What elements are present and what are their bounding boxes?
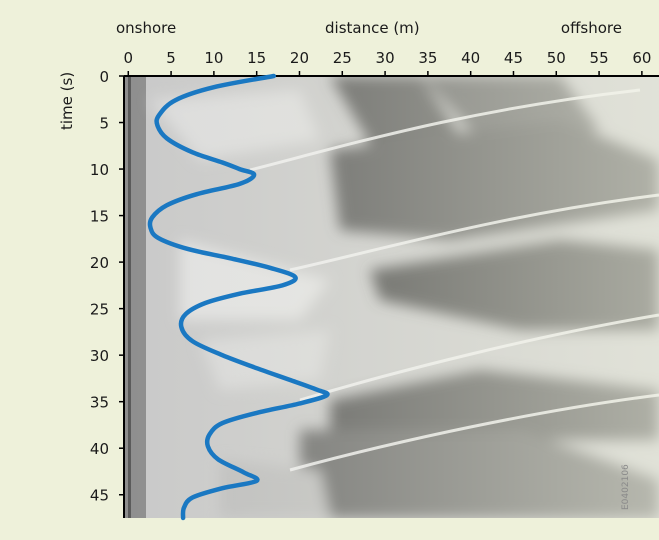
y-tick-label: 40 (90, 440, 109, 458)
y-tick-label: 45 (90, 487, 109, 505)
x-tick-label: 60 (632, 49, 651, 67)
x-tick-label: 50 (547, 49, 566, 67)
x-tick-label: 25 (333, 49, 352, 67)
x-tick-label: 0 (124, 49, 134, 67)
y-tick-label: 5 (99, 115, 109, 133)
x-tick-label: 10 (204, 49, 223, 67)
watermark-code: E0402106 (621, 464, 631, 510)
y-tick-label: 35 (90, 394, 109, 412)
y-tick-label: 25 (90, 301, 109, 319)
offshore-label: offshore (561, 19, 622, 37)
y-tick-label: 20 (90, 254, 109, 272)
x-tick-label: 20 (290, 49, 309, 67)
y-tick-label: 15 (90, 208, 109, 226)
y-tick-label: 10 (90, 161, 109, 179)
x-tick-label: 15 (247, 49, 266, 67)
x-tick-label: 40 (461, 49, 480, 67)
runup-curve (147, 73, 330, 521)
y-tick-label: 0 (99, 68, 109, 86)
timestack-photo (124, 76, 659, 518)
y-axis-title: time (s) (58, 72, 76, 130)
x-tick-label: 55 (590, 49, 609, 67)
x-tick-label: 5 (166, 49, 176, 67)
onshore-label: onshore (116, 19, 176, 37)
x-tick-label: 35 (418, 49, 437, 67)
x-axis-title: distance (m) (325, 19, 420, 37)
x-tick-label: 30 (376, 49, 395, 67)
x-tick-label: 45 (504, 49, 523, 67)
y-tick-label: 30 (90, 347, 109, 365)
